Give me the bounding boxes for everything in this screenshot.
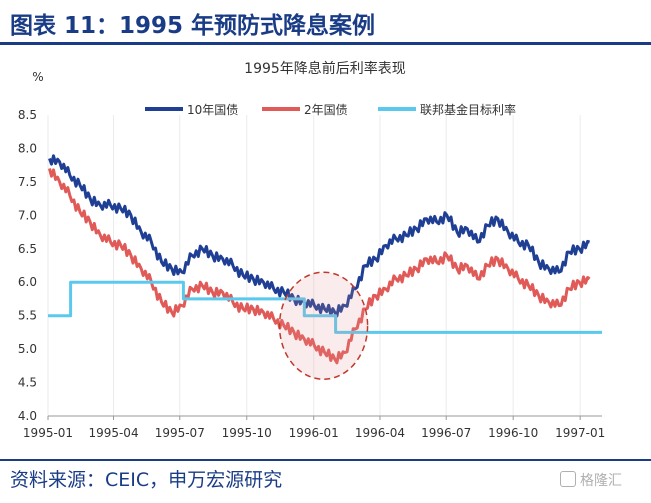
y-tick-label: 6.0 <box>18 275 37 289</box>
watermark: 格隆汇 <box>560 470 622 490</box>
legend-item: 联邦基金目标利率 <box>378 102 516 117</box>
y-axis-ticks: 4.0 4.5 5.0 5.5 6.0 6.5 7.0 7.5 8.0 8.5 <box>18 108 37 423</box>
y-tick-label: 4.0 <box>18 409 37 423</box>
y-tick-label: 4.5 <box>18 376 37 390</box>
line-chart: 4.04.55.05.56.06.57.07.58.08.5 1995-01 19… <box>18 60 605 440</box>
x-tick-label: 1997-01 <box>555 426 605 440</box>
y-tick-label: 8.0 <box>18 141 37 155</box>
y-tick-label: 5.5 <box>18 309 37 323</box>
chart-legend: 10年国债 2年国债 联邦基金目标利率 <box>145 102 516 117</box>
source-note: 资料来源：CEIC，申万宏源研究 <box>10 469 283 491</box>
y-tick-label: 8.5 <box>18 108 37 122</box>
series-lines <box>48 154 602 365</box>
series-line-2y <box>48 168 591 365</box>
figure-title: 图表 11：1995 年预防式降息案例 <box>10 13 376 39</box>
x-tick-label: 1996-10 <box>488 426 538 440</box>
y-tick-label: 7.0 <box>18 208 37 222</box>
x-axis-ticks: 1995-01 1995-04 1995-07 1995-10 1996-01 1996-… <box>23 416 605 440</box>
y-tick-label: 5.0 <box>18 342 37 356</box>
legend-item: 2年国债 <box>262 103 348 117</box>
dashed-ellipse <box>278 271 369 380</box>
legend-label: 2年国债 <box>304 103 348 117</box>
plot-grid <box>47 115 602 417</box>
legend-label: 10年国债 <box>187 103 238 117</box>
x-tick-label: 1995-07 <box>155 426 205 440</box>
y-tick-label: 7.5 <box>18 175 37 189</box>
x-tick-label: 1995-04 <box>88 426 138 440</box>
x-tick-label: 1995-10 <box>222 426 272 440</box>
watermark-text: 格隆汇 <box>580 473 622 489</box>
annotation-highlight <box>278 271 369 380</box>
report-header: 图表 11：1995 年预防式降息案例 <box>0 0 651 45</box>
x-tick-label: 1996-01 <box>289 426 339 440</box>
legend-item: 10年国债 <box>145 103 238 117</box>
annotation-layer <box>278 271 369 380</box>
x-tick-label: 1995-01 <box>23 426 73 440</box>
series-line-fed-target <box>48 280 602 334</box>
y-tick-label: 6.5 <box>18 242 37 256</box>
x-tick-label: 1996-04 <box>355 426 405 440</box>
header-divider <box>0 42 651 45</box>
footer-divider <box>0 459 651 461</box>
series-line-10y <box>48 154 591 318</box>
chart-title: 1995年降息前后利率表现 <box>244 60 406 77</box>
watermark-logo-icon <box>560 471 576 487</box>
legend-label: 联邦基金目标利率 <box>420 102 516 117</box>
x-tick-label: 1996-07 <box>421 426 471 440</box>
y-axis-unit: % <box>32 70 43 84</box>
